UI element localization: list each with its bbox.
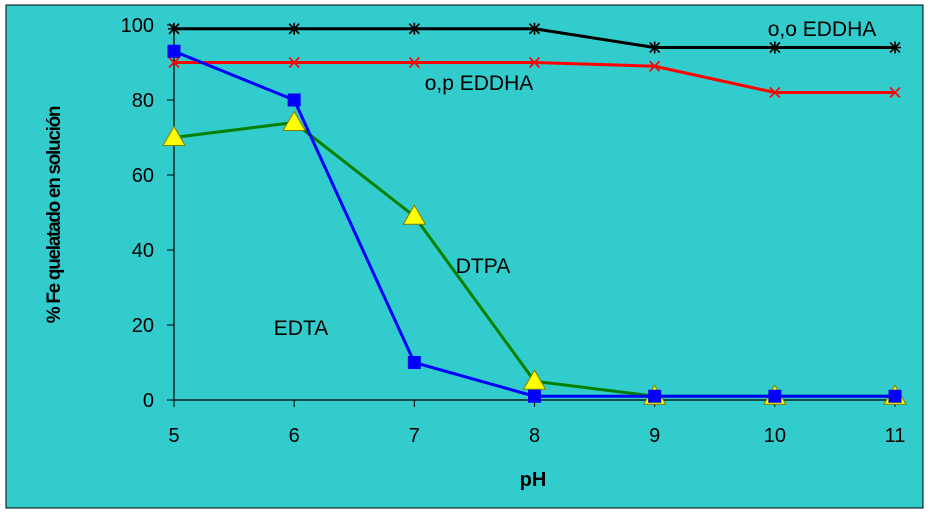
y-tick-label: 60 [132, 165, 154, 187]
data-point [522, 369, 547, 390]
y-tick-label: 0 [143, 390, 154, 412]
y-axis-title: % Fe quelatado en solución [44, 106, 65, 323]
data-point [288, 56, 300, 69]
data-point [168, 22, 180, 35]
series-edta [167, 44, 902, 403]
series-label: o,o EDDHA [768, 18, 877, 41]
y-tick-label: 80 [132, 90, 154, 112]
x-tick-label: 6 [289, 425, 300, 447]
x-tick-label: 8 [529, 425, 540, 447]
data-point [769, 86, 781, 99]
data-point [528, 22, 541, 35]
data-point [402, 204, 427, 225]
data-point [168, 56, 180, 69]
series-label: EDTA [274, 317, 328, 340]
x-tick-label: 9 [649, 425, 660, 447]
data-point [648, 41, 661, 54]
data-point [649, 60, 661, 72]
data-point [167, 44, 181, 58]
x-tick-label: 10 [764, 425, 786, 447]
series-label: DTPA [456, 255, 510, 278]
x-tick-label: 7 [409, 425, 420, 447]
x-axis-title: pH [520, 469, 547, 491]
data-point [528, 56, 541, 69]
data-point [288, 22, 301, 35]
series-o-p-eddha [168, 56, 901, 99]
x-tick-label: 5 [168, 425, 179, 447]
y-tick-label: 20 [132, 315, 154, 337]
data-point [648, 389, 662, 403]
series-label: o,p EDDHA [425, 72, 534, 95]
data-point [768, 41, 781, 54]
data-point [162, 125, 186, 146]
data-point [408, 56, 420, 69]
y-tick-label: 100 [121, 15, 154, 37]
data-point [408, 22, 421, 35]
data-point [888, 389, 902, 403]
label-layer: o,o EDDHA o,p EDDHA EDTA DTPA [274, 18, 877, 340]
data-point [287, 93, 301, 107]
x-tick-label: 11 [885, 425, 906, 447]
data-point [768, 389, 782, 403]
series-o-o-eddha [168, 22, 901, 54]
data-point [282, 110, 307, 131]
data-point [407, 356, 421, 369]
data-point [528, 389, 541, 403]
series-layer [162, 22, 907, 405]
axes: 0 20 40 60 80 100 5 6 7 8 9 10 11 [121, 15, 906, 447]
data-point [889, 86, 901, 99]
data-point [889, 41, 901, 54]
y-tick-label: 40 [132, 240, 154, 262]
